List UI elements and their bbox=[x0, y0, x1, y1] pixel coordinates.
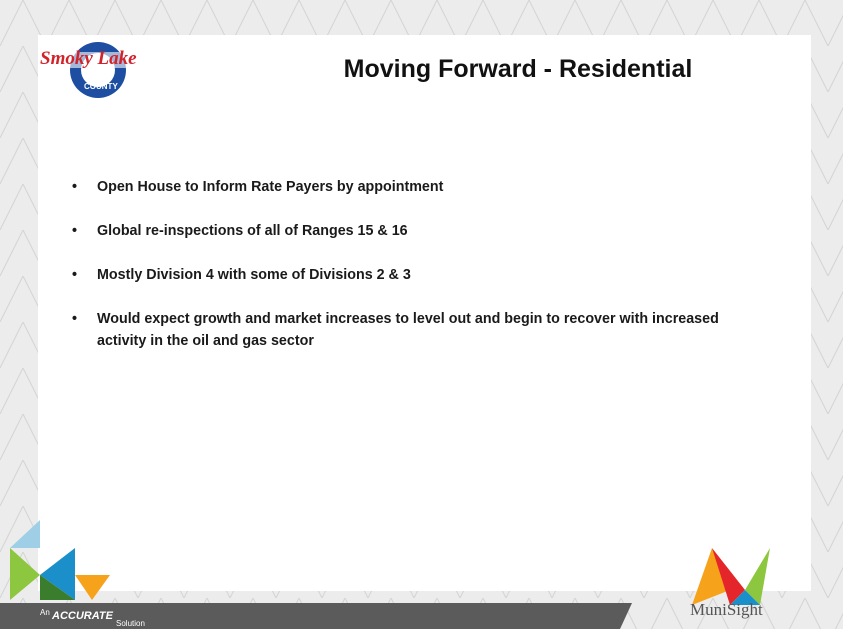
footer-suffix: Solution bbox=[116, 619, 145, 628]
footer-bar bbox=[0, 603, 632, 629]
munisight-mark bbox=[745, 548, 770, 605]
munisight-mark bbox=[712, 548, 745, 605]
bullet-list: Open House to Inform Rate Payers by appo… bbox=[72, 176, 732, 374]
deco-triangle bbox=[10, 548, 40, 600]
deco-triangle bbox=[10, 520, 40, 548]
footer-brand: ACCURATE bbox=[52, 610, 113, 622]
deco-triangle bbox=[40, 548, 75, 600]
bullet-item: Open House to Inform Rate Payers by appo… bbox=[72, 176, 732, 198]
bullet-item: Global re-inspections of all of Ranges 1… bbox=[72, 220, 732, 242]
footer-prefix: An bbox=[40, 608, 50, 617]
deco-triangle bbox=[40, 575, 75, 600]
munisight-mark bbox=[730, 590, 760, 605]
logo-band bbox=[40, 52, 160, 68]
munisight-mark bbox=[692, 548, 730, 605]
deco-triangle bbox=[75, 575, 110, 600]
logo-sub: COUNTY bbox=[84, 82, 118, 91]
logo-name: Smoky Lake bbox=[40, 48, 137, 69]
partner-logo-text: MuniSight bbox=[690, 600, 763, 619]
bullet-item: Mostly Division 4 with some of Divisions… bbox=[72, 264, 732, 286]
slide-title: Moving Forward - Residential bbox=[343, 55, 693, 83]
bullet-item: Would expect growth and market increases… bbox=[72, 308, 732, 352]
